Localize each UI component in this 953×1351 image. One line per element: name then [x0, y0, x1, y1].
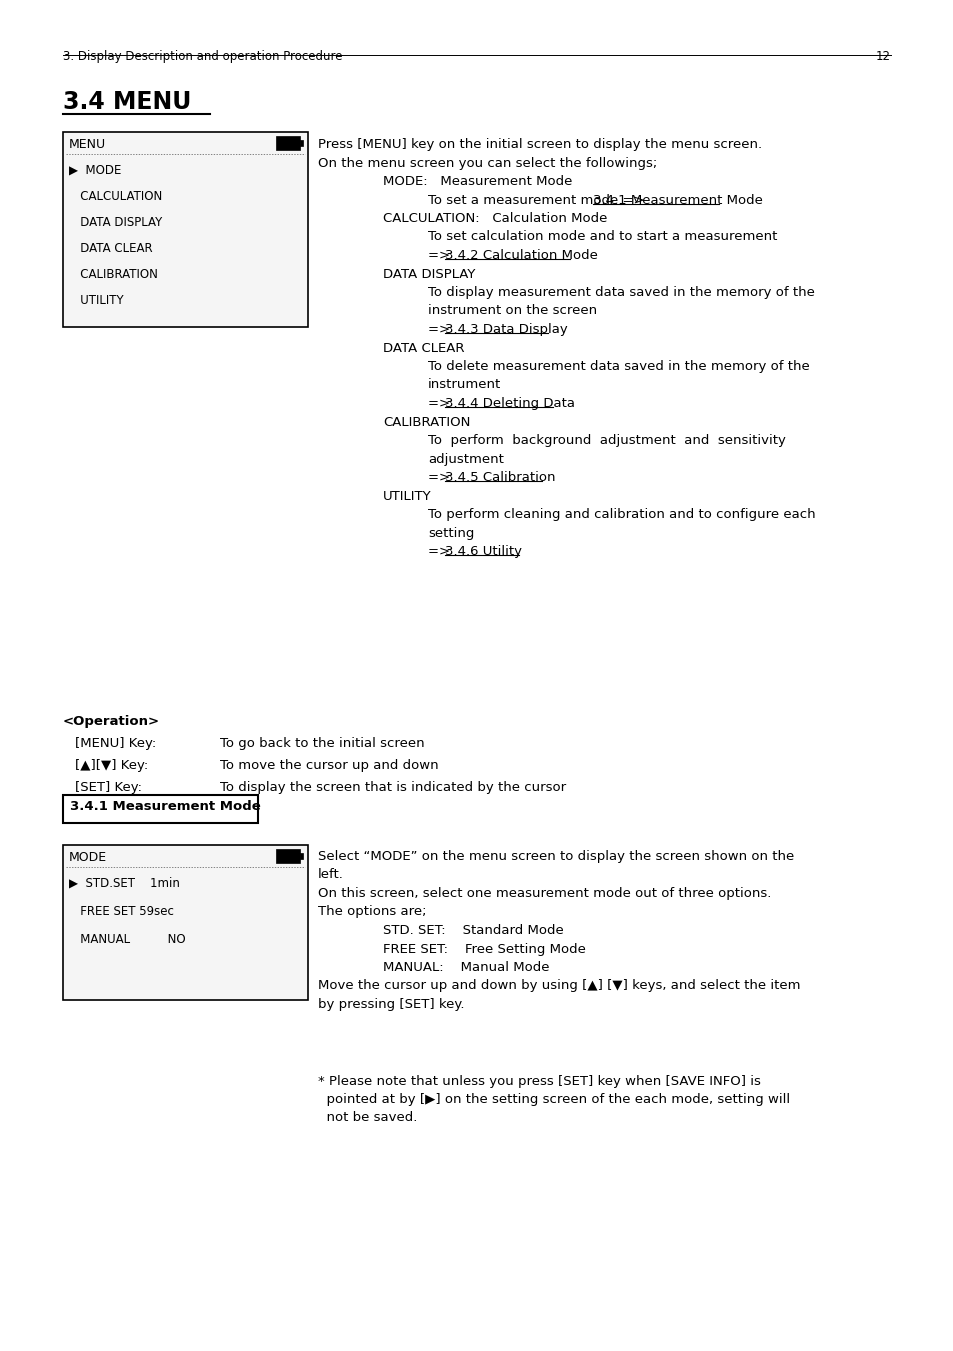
Text: 3.4.5 Calibration: 3.4.5 Calibration — [445, 471, 555, 484]
Text: <Operation>: <Operation> — [63, 715, 160, 728]
Text: 3.4.4 Deleting Data: 3.4.4 Deleting Data — [445, 397, 575, 409]
Text: DATA CLEAR: DATA CLEAR — [69, 242, 152, 255]
Text: =>: => — [428, 397, 454, 409]
Bar — [63, 844, 308, 1000]
Text: MANUAL          NO: MANUAL NO — [69, 934, 186, 946]
Text: instrument on the screen: instrument on the screen — [428, 304, 597, 317]
Text: MODE: MODE — [69, 851, 107, 865]
Text: CALIBRATION: CALIBRATION — [382, 416, 470, 428]
Text: DATA DISPLAY: DATA DISPLAY — [69, 216, 162, 230]
Text: STD. SET:    Standard Mode: STD. SET: Standard Mode — [382, 924, 563, 938]
Text: To go back to the initial screen: To go back to the initial screen — [220, 738, 424, 750]
Text: To set calculation mode and to start a measurement: To set calculation mode and to start a m… — [428, 231, 777, 243]
Text: Move the cursor up and down by using [▲] [▼] keys, and select the item: Move the cursor up and down by using [▲]… — [317, 979, 800, 993]
Text: =>: => — [428, 471, 454, 484]
Bar — [63, 132, 308, 327]
Text: setting: setting — [428, 527, 474, 539]
Text: To display measurement data saved in the memory of the: To display measurement data saved in the… — [428, 286, 814, 299]
Text: pointed at by [▶] on the setting screen of the each mode, setting will: pointed at by [▶] on the setting screen … — [317, 1093, 789, 1106]
Text: The options are;: The options are; — [317, 905, 426, 919]
Text: 3.4.3 Data Display: 3.4.3 Data Display — [445, 323, 567, 336]
Text: ▶  MODE: ▶ MODE — [69, 163, 121, 177]
Text: Select “MODE” on the menu screen to display the screen shown on the: Select “MODE” on the menu screen to disp… — [317, 850, 794, 863]
Bar — [63, 794, 257, 823]
Text: To display the screen that is indicated by the cursor: To display the screen that is indicated … — [220, 781, 565, 794]
Bar — [275, 848, 299, 863]
Text: [▲][▼] Key:: [▲][▼] Key: — [75, 759, 148, 771]
Text: 3.4.2 Calculation Mode: 3.4.2 Calculation Mode — [445, 249, 598, 262]
Text: [SET] Key:: [SET] Key: — [75, 781, 142, 794]
Text: FREE SET 59sec: FREE SET 59sec — [69, 905, 173, 917]
Text: Press [MENU] key on the initial screen to display the menu screen.: Press [MENU] key on the initial screen t… — [317, 138, 761, 151]
Text: To  perform  background  adjustment  and  sensitivity: To perform background adjustment and sen… — [428, 434, 785, 447]
Text: [MENU] Key:: [MENU] Key: — [75, 738, 156, 750]
Bar — [275, 136, 299, 150]
Text: FREE SET:    Free Setting Mode: FREE SET: Free Setting Mode — [382, 943, 585, 955]
Text: 3.4.1 Measurement Mode: 3.4.1 Measurement Mode — [70, 800, 260, 813]
Text: To move the cursor up and down: To move the cursor up and down — [220, 759, 438, 771]
Text: ▶  STD.SET    1min: ▶ STD.SET 1min — [69, 877, 180, 890]
Text: CALIBRATION: CALIBRATION — [69, 267, 157, 281]
Text: MODE:   Measurement Mode: MODE: Measurement Mode — [382, 176, 572, 188]
Text: by pressing [SET] key.: by pressing [SET] key. — [317, 998, 464, 1011]
Text: To perform cleaning and calibration and to configure each: To perform cleaning and calibration and … — [428, 508, 815, 521]
Text: On the menu screen you can select the followings;: On the menu screen you can select the fo… — [317, 157, 657, 169]
Text: 3. Display Description and operation Procedure: 3. Display Description and operation Pro… — [63, 50, 342, 63]
Bar — [299, 852, 303, 859]
Text: DATA DISPLAY: DATA DISPLAY — [382, 267, 475, 281]
Text: 12: 12 — [875, 50, 890, 63]
Text: CALCULATION:   Calculation Mode: CALCULATION: Calculation Mode — [382, 212, 607, 226]
Text: adjustment: adjustment — [428, 453, 503, 466]
Text: CALCULATION: CALCULATION — [69, 190, 162, 203]
Bar — [299, 141, 303, 146]
Text: UTILITY: UTILITY — [382, 489, 431, 503]
Text: =>: => — [428, 544, 454, 558]
Text: 3.4.1 Measurement Mode: 3.4.1 Measurement Mode — [593, 193, 762, 207]
Text: =>: => — [428, 323, 454, 336]
Text: To set a measurement mode =>: To set a measurement mode => — [428, 193, 648, 207]
Text: MENU: MENU — [69, 138, 106, 151]
Text: * Please note that unless you press [SET] key when [SAVE INFO] is: * Please note that unless you press [SET… — [317, 1075, 760, 1088]
Text: To delete measurement data saved in the memory of the: To delete measurement data saved in the … — [428, 359, 809, 373]
Text: 3.4 MENU: 3.4 MENU — [63, 91, 192, 113]
Text: MANUAL:    Manual Mode: MANUAL: Manual Mode — [382, 961, 549, 974]
Text: =>: => — [428, 249, 454, 262]
Text: instrument: instrument — [428, 378, 500, 392]
Text: left.: left. — [317, 869, 343, 881]
Text: 3.4.6 Utility: 3.4.6 Utility — [445, 544, 521, 558]
Text: On this screen, select one measurement mode out of three options.: On this screen, select one measurement m… — [317, 888, 771, 900]
Text: DATA CLEAR: DATA CLEAR — [382, 342, 464, 354]
Text: not be saved.: not be saved. — [317, 1111, 416, 1124]
Text: UTILITY: UTILITY — [69, 295, 124, 307]
